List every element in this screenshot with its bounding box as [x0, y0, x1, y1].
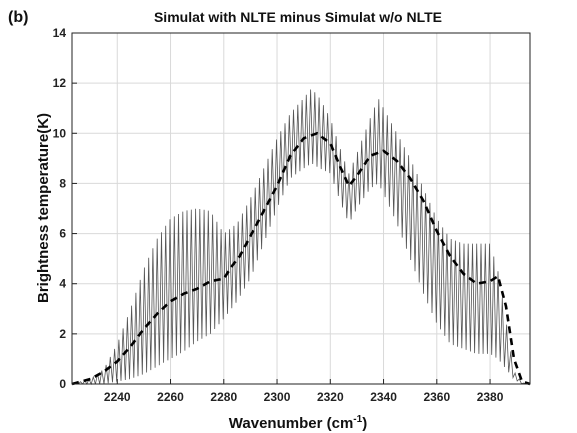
plot-area-frame [71, 32, 531, 385]
x-tick-label: 2340 [370, 390, 397, 404]
y-tick-label: 6 [59, 227, 66, 241]
x-tick-label: 2300 [264, 390, 291, 404]
x-tick-label: 2320 [317, 390, 344, 404]
mean-dashed-line [71, 131, 531, 386]
x-tick-label: 2360 [423, 390, 450, 404]
y-axis-ticks: 0 2 4 6 8 10 12 14 [53, 26, 77, 391]
x-tick-label: 2280 [210, 390, 237, 404]
x-axis-label: Wavenumber (cm-1) [229, 414, 367, 432]
y-tick-label: 2 [59, 327, 66, 341]
y-tick-label: 8 [59, 176, 66, 190]
chart-title: Simulat with NLTE minus Simulat w/o NLTE [154, 9, 442, 25]
y-tick-label: 0 [59, 377, 66, 391]
panel-label: (b) [8, 9, 28, 26]
x-tick-label: 2240 [104, 390, 131, 404]
x-axis-ticks: 2240 2260 2280 2300 2320 2340 2360 2380 [104, 379, 504, 404]
x-tick-label: 2380 [477, 390, 504, 404]
series-layer [71, 89, 531, 386]
spectrum-line [72, 89, 528, 386]
x-tick-label: 2260 [157, 390, 184, 404]
y-axis-label: Brightness temperature(K) [35, 113, 52, 303]
y-tick-label: 14 [53, 26, 67, 40]
y-tick-label: 10 [53, 126, 67, 140]
y-tick-label: 4 [59, 277, 66, 291]
y-tick-label: 12 [53, 76, 67, 90]
